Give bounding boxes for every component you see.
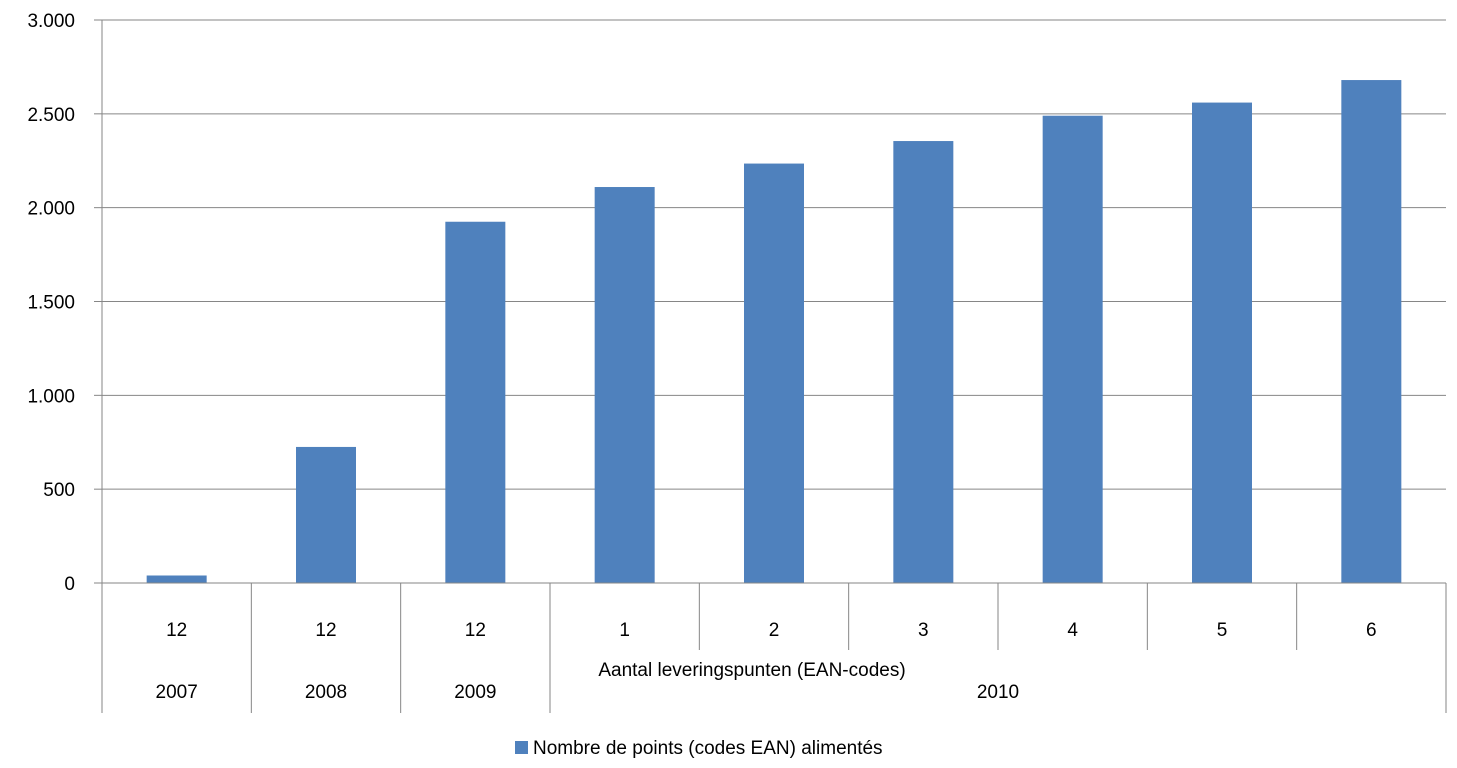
bar xyxy=(1192,102,1252,583)
x-tick-label: 12 xyxy=(315,620,336,641)
bar xyxy=(1341,80,1402,583)
y-tick-label: 2.000 xyxy=(27,199,75,220)
x-group-label: 2010 xyxy=(977,682,1019,703)
y-tick-label: 500 xyxy=(43,480,75,501)
x-group-label: 2007 xyxy=(156,682,198,703)
x-group-label: 2008 xyxy=(305,682,347,703)
x-tick-label: 6 xyxy=(1366,620,1377,641)
x-group-label: 2009 xyxy=(454,682,496,703)
bar xyxy=(893,141,954,584)
y-tick-label: 2.500 xyxy=(27,105,75,126)
legend: Nombre de points (codes EAN) alimentés xyxy=(515,738,883,759)
y-tick-label: 3.000 xyxy=(27,11,75,32)
x-tick-label: 5 xyxy=(1217,620,1228,641)
x-tick-label: 12 xyxy=(465,620,486,641)
legend-swatch xyxy=(515,741,528,754)
y-tick-label: 0 xyxy=(64,574,75,595)
x-tick-label: 3 xyxy=(918,620,929,641)
axes xyxy=(94,19,1447,713)
x-axis-title: Aantal leveringspunten (EAN-codes) xyxy=(598,660,905,681)
x-tick-label: 1 xyxy=(619,620,630,641)
legend-label: Nombre de points (codes EAN) alimentés xyxy=(533,738,883,759)
bar xyxy=(445,221,506,583)
y-tick-label: 1.000 xyxy=(27,386,75,407)
bar xyxy=(146,575,207,583)
y-tick-label: 1.500 xyxy=(27,293,75,314)
x-tick-label: 2 xyxy=(769,620,780,641)
bar xyxy=(594,187,655,584)
bar xyxy=(1042,115,1103,584)
bar xyxy=(744,163,804,583)
x-tick-label: 4 xyxy=(1067,620,1078,641)
x-tick-label: 12 xyxy=(166,620,187,641)
bars xyxy=(146,80,1402,584)
bar xyxy=(296,446,356,583)
